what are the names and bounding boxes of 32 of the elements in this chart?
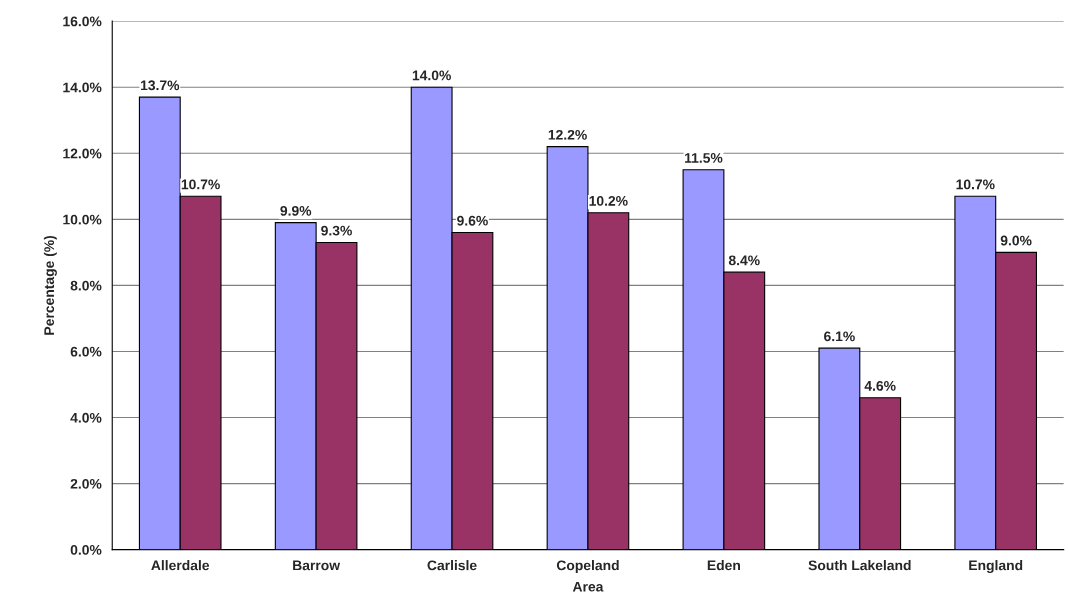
y-tick-label: 2.0% bbox=[70, 478, 102, 489]
data-label: 9.0% bbox=[1000, 235, 1032, 246]
x-tick-label: Copeland bbox=[556, 560, 619, 573]
x-tick-label: Allerdale bbox=[151, 560, 210, 571]
x-tick-label: South Lakeland bbox=[808, 560, 911, 571]
y-tick-label: 0.0% bbox=[70, 544, 102, 555]
data-label: 10.7% bbox=[956, 179, 995, 190]
data-label: 10.2% bbox=[589, 195, 628, 206]
x-tick-label: Eden bbox=[707, 560, 740, 571]
y-tick-label: 8.0% bbox=[70, 280, 102, 291]
y-tick-label: 12.0% bbox=[63, 148, 102, 159]
x-tick-label: England bbox=[969, 560, 1023, 574]
y-tick-label: 4.0% bbox=[70, 412, 102, 423]
x-axis-title: Area bbox=[572, 581, 604, 592]
data-label: 6.1% bbox=[824, 331, 855, 342]
y-tick-label: 16.0% bbox=[63, 16, 102, 27]
y-tick-label: 14.0% bbox=[63, 82, 102, 93]
x-tick-label: Carlisle bbox=[427, 560, 477, 571]
data-label: 14.0% bbox=[412, 70, 451, 81]
y-axis-title: Percentage (%) bbox=[43, 235, 57, 335]
data-label: 9.6% bbox=[457, 215, 488, 226]
data-label: 13.7% bbox=[141, 80, 180, 91]
y-tick-label: 10.0% bbox=[63, 214, 102, 225]
data-label: 9.3% bbox=[321, 225, 352, 236]
x-tick-label: Barrow bbox=[293, 560, 341, 571]
y-tick-label: 6.0% bbox=[70, 346, 102, 357]
data-label: 12.2% bbox=[548, 129, 587, 140]
data-label: 4.6% bbox=[864, 380, 896, 391]
data-label: 8.4% bbox=[728, 255, 760, 266]
data-label: 9.9% bbox=[280, 205, 312, 216]
data-label: 10.7% bbox=[181, 179, 220, 190]
data-label: 11.5% bbox=[685, 153, 723, 163]
